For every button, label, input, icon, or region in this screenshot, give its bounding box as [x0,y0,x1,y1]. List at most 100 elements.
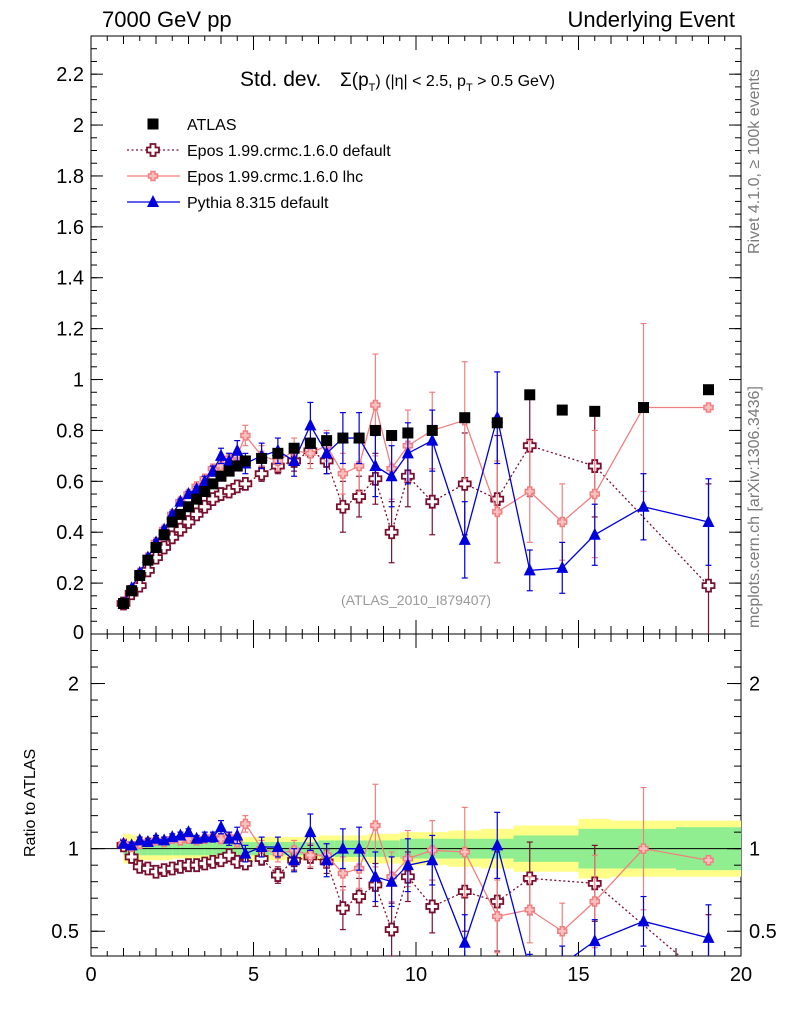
main-point [207,478,219,490]
ratio-point [637,914,650,927]
ratio-point [370,820,381,831]
main-point [191,493,203,505]
main-point [239,455,251,467]
main-point [320,446,333,459]
main-point [588,527,601,540]
main-point [491,417,503,429]
legend-item: Pythia 8.315 default [127,195,329,212]
main-point [589,488,600,500]
main-point [231,460,243,472]
ratio-point [703,975,715,987]
main-point [304,437,316,449]
ratio-ytick-label: 1 [68,839,79,861]
legend-label: Epos 1.99.crmc.1.6.0 default [187,143,391,160]
main-point [384,525,399,540]
legend-label: ATLAS [187,117,237,134]
ratio-xtick-label: 20 [730,964,752,986]
ratio-point [124,850,139,864]
main-point [288,453,301,466]
main-point [174,508,186,520]
header-left: 7000 GeV pp [102,7,232,32]
legend-marker [147,118,159,130]
main-point [638,402,649,414]
main-point [304,418,317,431]
ratio-xtick-label: 10 [405,964,427,986]
main-line [122,417,709,604]
main-point [118,597,129,609]
main-ytick-label: 2 [73,115,84,137]
main-epos-1-99-crmc-1-6-0-lhc [118,322,714,609]
main-point [369,424,381,436]
ratio-point [288,853,301,866]
ratio-point [270,868,285,882]
ratio-point [254,851,269,866]
ratio-axes: 0.5 0.51 12 20 5 10 15 20 [51,634,777,986]
main-point [142,554,154,566]
main-point [370,399,381,411]
ratio-point [638,843,649,854]
main-point [524,486,535,497]
main-point [401,446,414,459]
main-point [215,448,227,461]
main-point [557,516,568,528]
main-ytick-label: 1.6 [56,217,84,239]
ratio-point [255,840,268,853]
main-point [288,442,300,454]
main-point [492,506,503,518]
ratio-point [702,930,715,943]
ratio-point [426,853,439,866]
main-point [369,459,382,472]
main-point [335,499,350,514]
ratio-xtick-label: 0 [85,964,96,986]
ratio-pythia-8-315-default [117,811,715,956]
main-point [199,485,211,497]
main-point [256,452,268,464]
main-point [166,516,178,528]
ratio-point [239,846,252,859]
ratio-point [703,854,714,866]
main-point [183,501,194,513]
ratio-point [238,856,253,871]
main-point [321,435,333,447]
main-point [702,515,715,528]
legend-marker [146,143,160,157]
ratio-point [271,840,284,853]
ratio-point [320,853,333,866]
main-point [402,427,414,439]
main-point [703,402,714,413]
main-point [337,432,349,444]
legend-item: Epos 1.99.crmc.1.6.0 lhc [127,169,363,186]
main-ytick-label: 1 [73,370,84,392]
title-sub: T [369,82,376,94]
main-ytick-label: 1.4 [56,268,84,290]
ratio-point [384,922,399,937]
main-point [305,448,316,459]
ratio-point [337,868,349,879]
title-end: > 0.5 GeV) [473,73,555,90]
ratio-point [240,818,251,830]
ratio-point [492,911,503,922]
ratio-point [117,836,130,849]
ratio-point [491,838,504,851]
main-point [231,443,244,456]
ratio-point [215,820,227,833]
main-point [254,466,269,481]
ratio-point [230,854,245,869]
main-point [637,499,650,512]
ratio-series-group [116,783,715,987]
legend-item: ATLAS [147,117,237,134]
ratio-point [557,925,568,937]
ratio-point [524,904,535,916]
ratio-point [458,935,471,948]
ratio-point [589,896,600,907]
title-sub2: T [466,82,473,94]
ratio-point [158,833,171,846]
ratio-point [215,833,227,845]
main-point [272,447,284,459]
main-ytick-label: 0.8 [56,420,84,442]
main-point [215,470,227,482]
legend-label: Pythia 8.315 default [187,195,329,212]
ratio-point [369,869,382,882]
ratio-point [305,850,316,861]
main-title-rest: Σ(pT) (|η| < 2.5, pT > 0.5 GeV) [340,70,555,94]
